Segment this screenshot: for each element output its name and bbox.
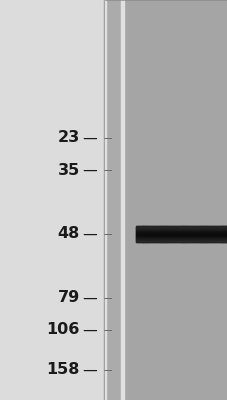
Bar bbox=[135, 230, 227, 232]
Bar bbox=[180, 226, 182, 242]
Bar bbox=[152, 226, 154, 242]
Bar bbox=[155, 226, 157, 242]
Bar bbox=[224, 226, 226, 242]
Text: —: — bbox=[82, 162, 96, 178]
Bar bbox=[147, 226, 150, 242]
Bar bbox=[161, 226, 163, 242]
Bar bbox=[144, 226, 146, 242]
Bar bbox=[225, 226, 227, 242]
Bar bbox=[202, 226, 205, 242]
Bar bbox=[153, 226, 156, 242]
Bar bbox=[192, 226, 194, 242]
Bar bbox=[181, 226, 183, 242]
Bar bbox=[158, 226, 160, 242]
Bar bbox=[189, 226, 191, 242]
Bar bbox=[135, 229, 227, 230]
Bar bbox=[175, 226, 177, 242]
Bar bbox=[160, 226, 162, 242]
Bar bbox=[187, 226, 189, 242]
Bar bbox=[200, 226, 202, 242]
Bar bbox=[216, 226, 219, 242]
Bar bbox=[163, 226, 165, 242]
Bar bbox=[218, 226, 220, 242]
Bar bbox=[143, 226, 145, 242]
Bar bbox=[140, 226, 142, 242]
Bar bbox=[135, 226, 227, 227]
Text: 106: 106 bbox=[46, 322, 79, 338]
Bar bbox=[135, 234, 227, 236]
Bar bbox=[150, 226, 153, 242]
Bar bbox=[166, 226, 168, 242]
Bar bbox=[198, 226, 200, 242]
Bar bbox=[135, 240, 227, 242]
Text: —: — bbox=[82, 130, 96, 146]
Bar bbox=[135, 231, 227, 232]
Bar bbox=[103, 0, 227, 400]
Bar bbox=[196, 226, 199, 242]
Text: 79: 79 bbox=[57, 290, 79, 306]
Bar bbox=[183, 226, 185, 242]
Bar bbox=[103, 0, 106, 400]
Bar bbox=[141, 226, 143, 242]
Bar bbox=[209, 226, 211, 242]
Bar bbox=[135, 227, 227, 228]
Bar bbox=[164, 226, 166, 242]
Bar bbox=[186, 226, 188, 242]
Bar bbox=[103, 0, 227, 400]
Bar bbox=[212, 226, 214, 242]
Bar bbox=[157, 226, 159, 242]
Bar bbox=[167, 226, 169, 242]
Bar bbox=[178, 226, 180, 242]
Bar bbox=[173, 226, 176, 242]
Bar bbox=[135, 234, 227, 235]
Bar bbox=[135, 237, 227, 238]
Bar bbox=[195, 226, 197, 242]
Bar bbox=[146, 226, 148, 242]
Text: —: — bbox=[82, 226, 96, 242]
Bar bbox=[219, 226, 222, 242]
Bar bbox=[190, 226, 192, 242]
Bar bbox=[204, 226, 206, 242]
Bar bbox=[201, 226, 203, 242]
Bar bbox=[124, 0, 227, 400]
Bar bbox=[135, 238, 227, 239]
Bar bbox=[135, 228, 227, 229]
Bar bbox=[103, 0, 123, 400]
Bar bbox=[135, 236, 227, 237]
Bar bbox=[213, 226, 215, 242]
Bar bbox=[135, 232, 227, 233]
Bar bbox=[172, 226, 174, 242]
Bar bbox=[135, 240, 227, 241]
Bar bbox=[120, 0, 123, 400]
Bar bbox=[221, 226, 223, 242]
Bar bbox=[135, 235, 227, 236]
Bar bbox=[207, 226, 209, 242]
Bar bbox=[135, 230, 227, 231]
Text: —: — bbox=[82, 322, 96, 338]
Text: 48: 48 bbox=[57, 226, 79, 242]
Bar bbox=[176, 226, 179, 242]
Text: —: — bbox=[82, 290, 96, 306]
Bar bbox=[184, 226, 186, 242]
Bar bbox=[135, 239, 227, 240]
Bar bbox=[135, 226, 137, 242]
Text: 158: 158 bbox=[46, 362, 79, 378]
Text: 23: 23 bbox=[57, 130, 79, 146]
Bar bbox=[215, 226, 217, 242]
Bar bbox=[170, 226, 173, 242]
Bar bbox=[137, 226, 139, 242]
Bar bbox=[222, 226, 225, 242]
Bar bbox=[135, 228, 227, 230]
Bar bbox=[149, 226, 151, 242]
Bar bbox=[193, 226, 195, 242]
Bar bbox=[210, 226, 212, 242]
Bar bbox=[169, 226, 171, 242]
Text: —: — bbox=[82, 362, 96, 378]
Bar bbox=[135, 233, 227, 234]
Bar bbox=[138, 226, 140, 242]
Text: 35: 35 bbox=[57, 162, 79, 178]
Bar bbox=[206, 226, 208, 242]
